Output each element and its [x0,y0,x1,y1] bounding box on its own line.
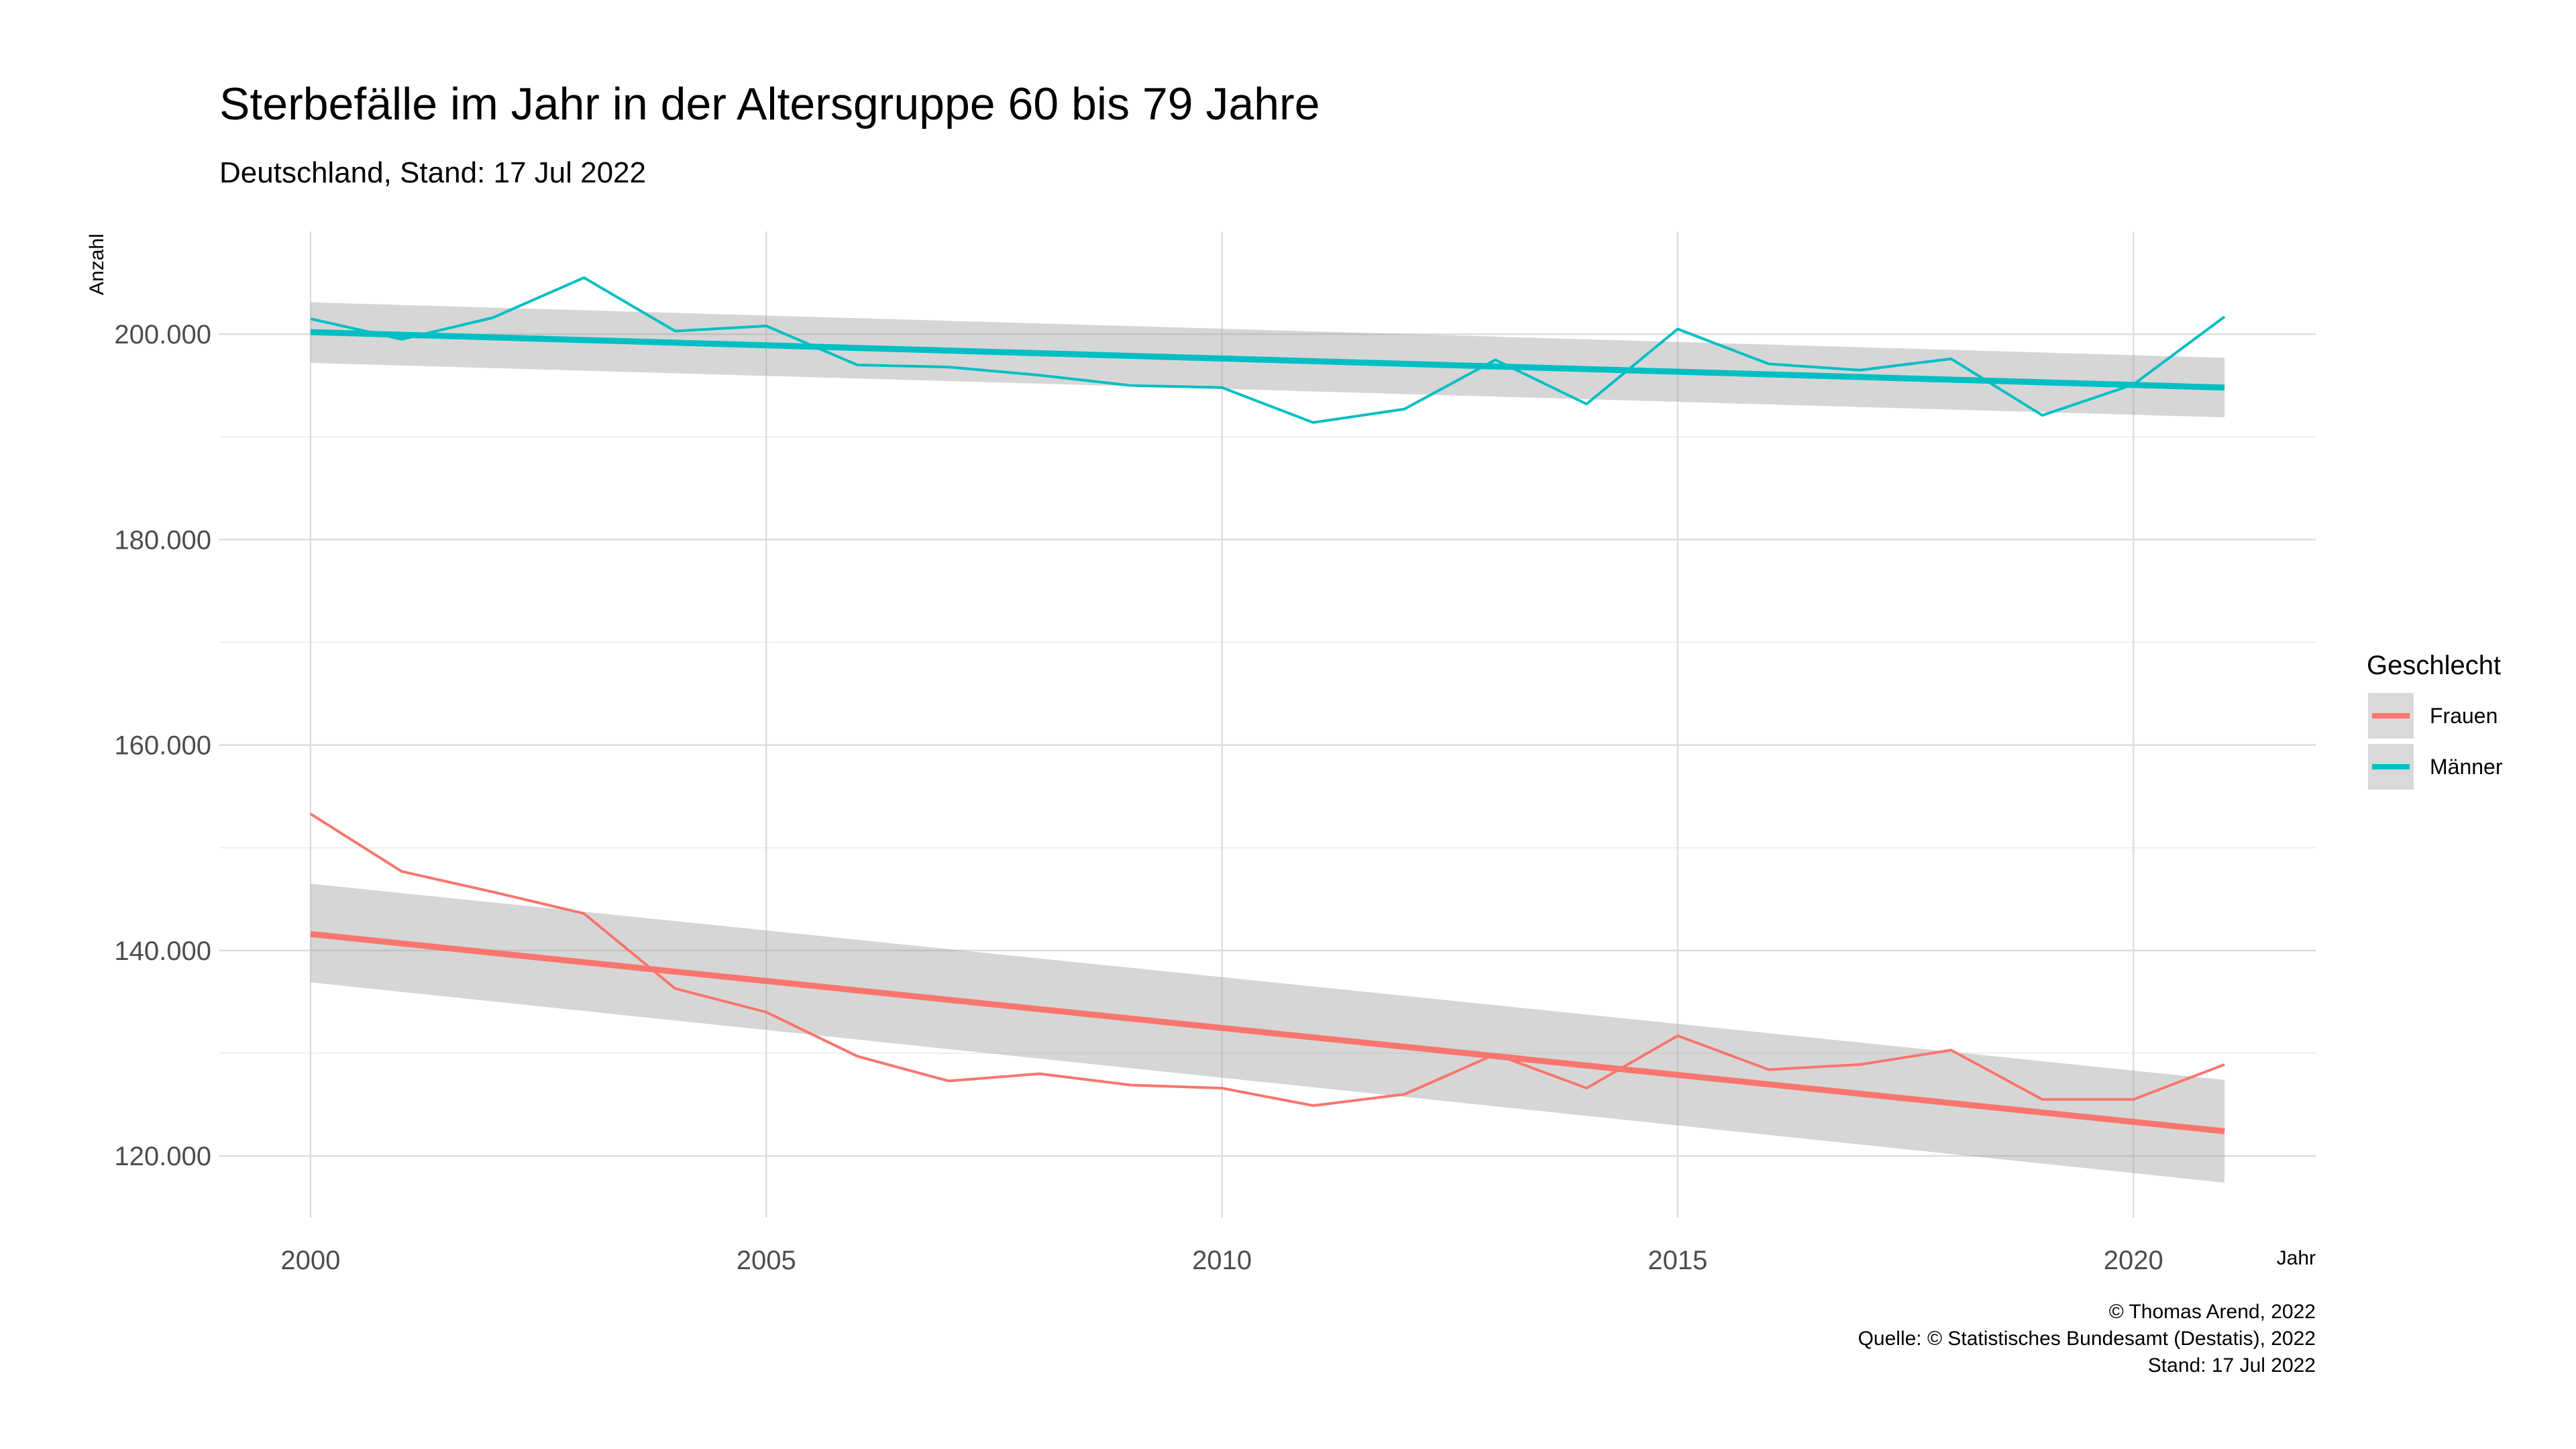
chart-subtitle: Deutschland, Stand: 17 Jul 2022 [219,156,646,189]
series-line-maenner [310,276,2226,424]
x-tick-label: 2000 [280,1246,340,1275]
chart-title: Sterbefälle im Jahr in der Altersgruppe … [219,78,1320,129]
y-tick-label: 120.000 [114,1142,211,1171]
series-line-frauen [309,812,2225,1108]
y-axis-ticks: 120.000 140.000 160.000 180.000 200.000 [114,320,211,1171]
series-lines [309,276,2226,1108]
legend: Geschlecht Frauen Männer [2367,651,2503,790]
caption: © Thomas Arend, 2022 Quelle: © Statistis… [1858,1301,2316,1377]
y-tick-label: 160.000 [114,731,211,761]
y-axis-title: Anzahl [86,233,108,295]
caption-line-author: © Thomas Arend, 2022 [2109,1301,2316,1323]
legend-title: Geschlecht [2367,651,2501,680]
y-tick-label: 140.000 [114,936,211,966]
grid [219,231,2316,1218]
legend-label-maenner: Männer [2430,755,2503,779]
caption-line-date: Stand: 17 Jul 2022 [2148,1354,2316,1377]
trend-line-frauen [310,930,2225,1134]
x-axis-ticks: 2000 2005 2010 2015 2020 [280,1246,2163,1275]
x-tick-label: 2020 [2104,1246,2163,1275]
legend-label-frauen: Frauen [2430,704,2498,728]
x-tick-label: 2010 [1192,1246,1252,1275]
x-axis-title: Jahr [2277,1247,2316,1269]
caption-line-source: Quelle: © Statistisches Bundesamt (Desta… [1858,1328,2316,1350]
y-tick-label: 180.000 [114,525,211,555]
trend-lines [310,329,2225,1134]
trend-line-maenner [310,329,2225,391]
confidence-bands [310,302,2225,1183]
x-tick-label: 2005 [737,1246,796,1275]
x-tick-label: 2015 [1648,1246,1707,1275]
y-tick-label: 200.000 [114,320,211,350]
